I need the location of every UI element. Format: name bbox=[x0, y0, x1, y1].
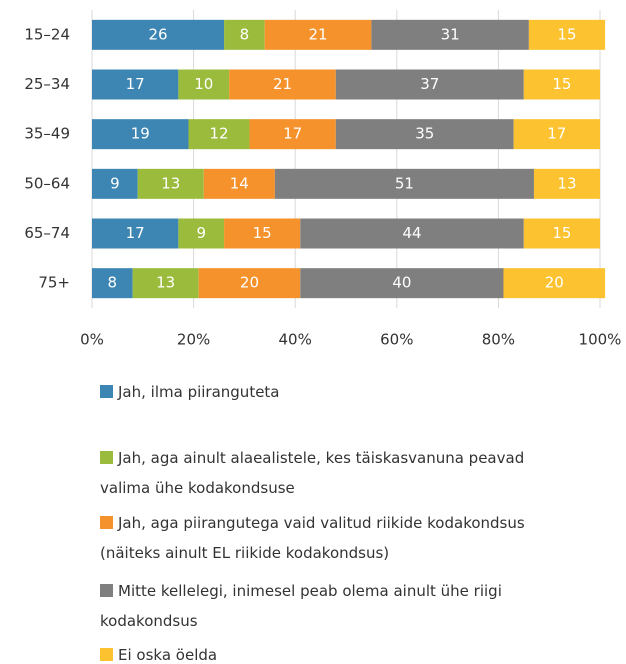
bar-label: 21 bbox=[309, 25, 328, 43]
x-tick-label: 100% bbox=[579, 331, 622, 349]
bar-label: 15 bbox=[552, 224, 571, 242]
bar-label: 51 bbox=[395, 174, 414, 192]
x-tick-label: 20% bbox=[177, 331, 210, 349]
bar-label: 10 bbox=[194, 75, 213, 93]
y-tick-label: 25–34 bbox=[24, 75, 70, 93]
bar-segment bbox=[229, 69, 336, 100]
bar-label: 13 bbox=[161, 174, 180, 192]
bar-label: 19 bbox=[131, 125, 150, 143]
legend-swatch bbox=[100, 451, 113, 464]
bar-label: 26 bbox=[148, 25, 167, 43]
legend-swatch bbox=[100, 385, 113, 398]
legend-label: Mitte kellelegi, inimesel peab olema ain… bbox=[100, 582, 502, 630]
x-tick-label: 40% bbox=[279, 331, 312, 349]
bar-label: 15 bbox=[253, 224, 272, 242]
bar-segment bbox=[178, 218, 225, 249]
y-tick-label: 15–24 bbox=[24, 25, 70, 43]
chart: 0% 20% 40% 60% 80% 100% 15–24 26 8 21 31 15 25–34 17 1… bbox=[24, 10, 622, 349]
bar-segment bbox=[92, 168, 138, 199]
bar-segment bbox=[335, 119, 514, 150]
legend-item: Jah, aga ainult alaealistele, kes täiska… bbox=[100, 443, 570, 503]
bar-segment bbox=[513, 119, 600, 150]
legend-label: Ei oska öelda bbox=[118, 646, 218, 664]
bar-label: 9 bbox=[196, 224, 206, 242]
bar-label: 8 bbox=[240, 25, 250, 43]
bar-label: 20 bbox=[240, 274, 259, 292]
bar-label: 12 bbox=[209, 125, 228, 143]
bar-segment bbox=[203, 168, 275, 199]
legend-label: Jah, ilma piiranguteta bbox=[118, 383, 280, 401]
legend-item: Mitte kellelegi, inimesel peab olema ain… bbox=[100, 576, 570, 636]
bar-label: 20 bbox=[545, 274, 564, 292]
bar-segment bbox=[92, 69, 179, 100]
bar-segment bbox=[274, 168, 534, 199]
bar-label: 13 bbox=[156, 274, 175, 292]
legend-label: Jah, aga ainult alaealistele, kes täiska… bbox=[100, 449, 525, 497]
legend-item: Jah, aga piirangutega vaid valitud riiki… bbox=[100, 508, 570, 568]
bar-segment bbox=[300, 218, 524, 249]
bar-segment bbox=[523, 69, 600, 100]
bar-label: 8 bbox=[108, 274, 118, 292]
bar-label: 21 bbox=[273, 75, 292, 93]
bar-segment bbox=[224, 19, 265, 50]
bar-segment bbox=[249, 119, 336, 150]
bar-label: 44 bbox=[402, 224, 421, 242]
bar-segment bbox=[92, 119, 189, 150]
legend-swatch bbox=[100, 584, 113, 597]
bar-label: 17 bbox=[126, 75, 145, 93]
y-tick-label: 75+ bbox=[38, 274, 70, 292]
bar-segment bbox=[264, 19, 372, 50]
y-tick-label: 50–64 bbox=[24, 174, 70, 192]
legend-label: Jah, aga piirangutega vaid valitud riiki… bbox=[100, 514, 525, 562]
bar-segment bbox=[224, 218, 301, 249]
bar-segment bbox=[503, 268, 606, 299]
bar-segment bbox=[92, 268, 133, 299]
bar-segment bbox=[178, 69, 230, 100]
bar-label: 13 bbox=[557, 174, 576, 192]
x-tick-label: 80% bbox=[482, 331, 515, 349]
bar-label: 35 bbox=[415, 125, 434, 143]
bar-segment bbox=[137, 168, 204, 199]
legend-item: Ei oska öelda bbox=[100, 640, 570, 664]
bar-segment bbox=[198, 268, 301, 299]
bar-segment bbox=[523, 218, 600, 249]
bar-segment bbox=[528, 19, 606, 50]
bar-segment bbox=[533, 168, 600, 199]
bar-label: 17 bbox=[547, 125, 566, 143]
bar-label: 40 bbox=[392, 274, 411, 292]
bar-label: 14 bbox=[230, 174, 249, 192]
x-tick-label: 60% bbox=[380, 331, 413, 349]
x-tick-label: 0% bbox=[80, 331, 104, 349]
bar-label: 15 bbox=[557, 25, 576, 43]
bar-label: 17 bbox=[126, 224, 145, 242]
legend-item: Jah, ilma piiranguteta bbox=[100, 377, 570, 407]
bar-segment bbox=[188, 119, 250, 150]
bar-label: 17 bbox=[283, 125, 302, 143]
bar-label: 15 bbox=[552, 75, 571, 93]
legend-swatch bbox=[100, 516, 113, 529]
y-tick-label: 35–49 bbox=[24, 125, 70, 143]
bar-segment bbox=[92, 19, 225, 50]
bar-segment bbox=[132, 268, 199, 299]
legend-swatch bbox=[100, 648, 113, 661]
bar-segment bbox=[92, 218, 179, 249]
y-tick-label: 65–74 bbox=[24, 224, 70, 242]
bar-segment bbox=[300, 268, 504, 299]
bar-segment bbox=[335, 69, 524, 100]
bar-label: 9 bbox=[110, 174, 120, 192]
bar-label: 31 bbox=[441, 25, 460, 43]
bar-segment bbox=[371, 19, 529, 50]
bar-label: 37 bbox=[420, 75, 439, 93]
